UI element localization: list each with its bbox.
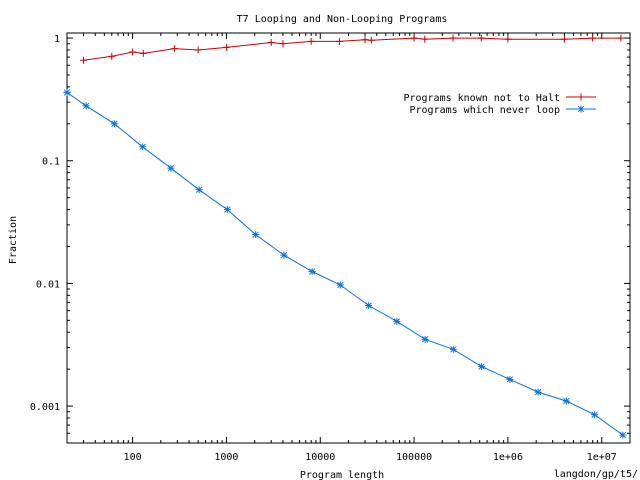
y-tick-label: 0.1: [42, 157, 60, 168]
x-tick-label: 1e+06: [493, 452, 523, 463]
data-point: [504, 35, 512, 43]
legend-label-0: Programs known not to Halt: [403, 93, 560, 104]
series-0: [80, 34, 625, 64]
source-annotation: langdon/gp/t5/: [554, 469, 638, 480]
data-point: [223, 206, 231, 214]
data-point: [449, 345, 457, 353]
data-point: [361, 36, 369, 44]
data-point: [307, 37, 315, 45]
data-point: [80, 56, 88, 64]
data-point: [591, 411, 599, 419]
data-point: [365, 302, 373, 310]
data-point: [619, 431, 627, 439]
data-point: [410, 34, 418, 42]
data-point: [336, 281, 344, 289]
y-axis: 0.001 0.01 0.1 1: [30, 34, 630, 434]
series-line-0: [83, 37, 621, 61]
data-point: [534, 388, 542, 396]
data-point: [589, 34, 597, 42]
data-point: [279, 40, 287, 48]
y-tick-label: 1: [54, 34, 60, 45]
legend-marker-1: [577, 105, 585, 113]
x-tick-label: 10000: [305, 452, 335, 463]
data-point: [478, 363, 486, 371]
data-point: [267, 39, 275, 47]
data-point: [63, 89, 71, 97]
data-point: [506, 375, 514, 383]
x-tick-label: 100000: [396, 452, 432, 463]
data-point: [393, 317, 401, 325]
data-point: [560, 35, 568, 43]
legend-label-1: Programs which never loop: [409, 105, 560, 116]
data-point: [110, 120, 118, 128]
data-point: [449, 34, 457, 42]
x-tick-label: 100: [124, 452, 142, 463]
plot-area: [63, 34, 627, 439]
x-tick-label: 1e+07: [587, 452, 617, 463]
data-point: [617, 34, 625, 42]
x-axis-label: Program length: [300, 470, 384, 480]
series-1: [63, 89, 627, 439]
data-point: [194, 46, 202, 54]
y-tick-label: 0.001: [30, 402, 60, 413]
data-point: [222, 43, 230, 51]
data-point: [335, 37, 343, 45]
chart-title: T7 Looping and Non-Looping Programs: [237, 14, 448, 25]
y-axis-label: Fraction: [8, 216, 19, 264]
data-point: [252, 231, 260, 239]
x-tick-label: 1000: [214, 452, 238, 463]
data-point: [477, 34, 485, 42]
data-point: [421, 335, 429, 343]
data-point: [82, 102, 90, 110]
data-point: [139, 49, 147, 57]
legend-marker-0: [577, 93, 585, 101]
data-point: [308, 268, 316, 276]
y-tick-label: 0.01: [36, 279, 60, 290]
data-point: [421, 35, 429, 43]
data-point: [280, 251, 288, 259]
data-point: [195, 186, 203, 194]
series-line-1: [66, 92, 624, 436]
data-point: [171, 45, 179, 53]
data-point: [129, 48, 137, 56]
data-point: [367, 36, 375, 44]
data-point: [139, 143, 147, 151]
data-point: [108, 52, 116, 60]
data-point: [167, 164, 175, 172]
data-point: [562, 397, 570, 405]
